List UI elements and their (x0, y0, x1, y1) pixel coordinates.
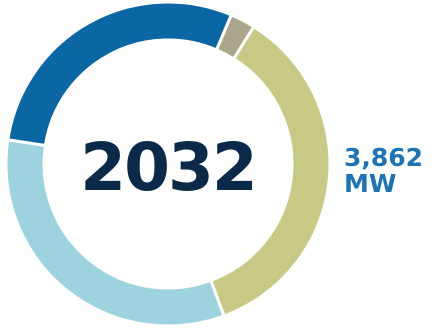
donut-slice-2 (209, 25, 332, 318)
total-value-label: 3,862 (344, 143, 423, 172)
donut-slice-4 (6, 0, 233, 147)
slices-group (4, 0, 332, 328)
total-unit-label: MW (344, 169, 396, 198)
center-year-label: 2032 (80, 129, 256, 206)
